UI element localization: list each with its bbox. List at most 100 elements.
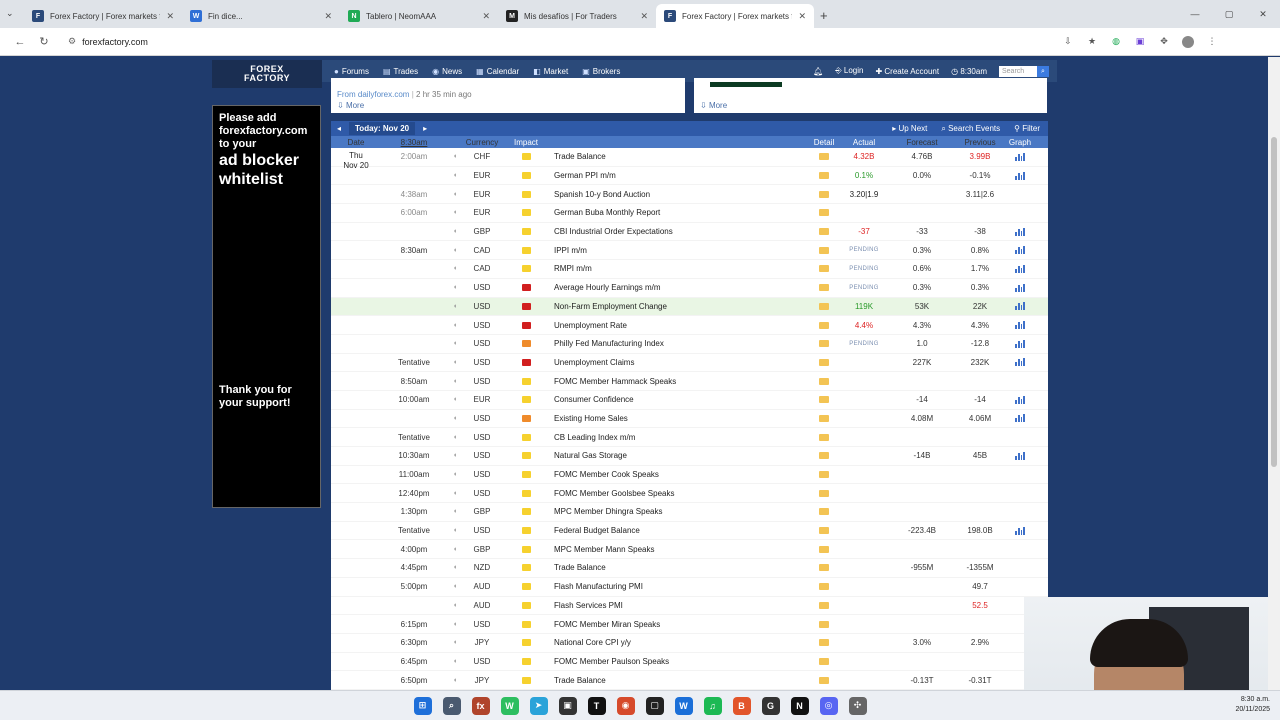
alarm-icon[interactable]: ◖: [452, 676, 458, 684]
event-title[interactable]: FOMC Member Miran Speaks: [554, 619, 661, 629]
detail-folder-icon[interactable]: [819, 209, 829, 217]
calendar-event-row[interactable]: 4:38am ◖ EUR Spanish 10-y Bond Auction 3.20|…: [331, 185, 1048, 205]
maximize-icon[interactable]: ▢: [1224, 8, 1234, 19]
event-title[interactable]: Unemployment Rate: [554, 320, 627, 330]
filter-link[interactable]: ⚲ Filter: [1014, 123, 1040, 133]
alarm-icon[interactable]: ◖: [452, 527, 458, 535]
system-clock[interactable]: 8:30 a.m. 20/11/2025: [1235, 696, 1270, 713]
nav-forums[interactable]: ● Forums: [334, 66, 369, 76]
calendar-event-row[interactable]: Tentative ◖ USD Unemployment Claims 227K 232K: [331, 354, 1048, 373]
bar-graph-icon[interactable]: [1015, 171, 1025, 180]
event-title[interactable]: Flash Services PMI: [554, 600, 623, 610]
alarm-icon[interactable]: ◖: [452, 228, 458, 236]
calendar-event-row[interactable]: ◖ USD Non-Farm Employment Change 119K 53K 22K: [331, 297, 1048, 317]
alarm-icon[interactable]: ◖: [452, 284, 458, 292]
col-time[interactable]: 8:30am: [400, 137, 428, 147]
url-field[interactable]: ⚙ forexfactory.com: [62, 32, 1052, 52]
calendar-event-row[interactable]: 6:30pm ◖ JPY National Core CPI y/y 3.0% 2.9%: [331, 634, 1048, 653]
calendar-event-row[interactable]: 6:50pm ◖ JPY Trade Balance -0.13T -0.31T: [331, 671, 1048, 690]
bar-graph-icon[interactable]: [1015, 395, 1025, 404]
alarm-icon[interactable]: ◖: [452, 358, 458, 366]
event-title[interactable]: Trade Balance: [554, 675, 606, 685]
nav-news[interactable]: ◉ News: [432, 66, 463, 76]
alarm-icon[interactable]: ◖: [452, 433, 458, 441]
detail-folder-icon[interactable]: [819, 396, 829, 404]
detail-folder-icon[interactable]: [819, 583, 829, 591]
detail-folder-icon[interactable]: [819, 676, 829, 684]
event-title[interactable]: IPPI m/m: [554, 245, 587, 255]
calendar-event-row[interactable]: Tentative ◖ USD CB Leading Index m/m: [331, 428, 1048, 447]
calendar-event-row[interactable]: 2:00am ◖ CHF Trade Balance 4.32B 4.76B 3.99B: [331, 148, 1048, 167]
brave-icon[interactable]: B: [732, 696, 751, 715]
bar-graph-icon[interactable]: [1015, 526, 1025, 535]
alarm-icon[interactable]: ◖: [452, 153, 458, 161]
back-icon[interactable]: ←: [14, 35, 26, 48]
detail-folder-icon[interactable]: [819, 564, 829, 572]
alarm-icon[interactable]: ◖: [452, 583, 458, 591]
bar-graph-icon[interactable]: [1015, 152, 1025, 161]
alarm-icon[interactable]: ◖: [452, 601, 458, 609]
calendar-event-row[interactable]: ◖ USD Philly Fed Manufacturing Index PENDIN…: [331, 335, 1048, 354]
event-title[interactable]: RMPI m/m: [554, 264, 592, 274]
calendar-event-row[interactable]: 6:45pm ◖ USD FOMC Member Paulson Speaks: [331, 653, 1048, 672]
alarm-icon[interactable]: ◖: [452, 508, 458, 516]
nav-market[interactable]: ◧ Market: [533, 66, 569, 76]
bar-graph-icon[interactable]: [1015, 358, 1025, 367]
bar-graph-icon[interactable]: [1015, 246, 1025, 255]
browser-tab[interactable]: F Forex Factory | Forex markets fo ✕: [24, 4, 182, 28]
event-title[interactable]: Trade Balance: [554, 563, 606, 573]
new-tab-button[interactable]: +: [820, 8, 828, 23]
detail-folder-icon[interactable]: [819, 545, 829, 553]
event-title[interactable]: Flash Manufacturing PMI: [554, 582, 643, 592]
alarm-icon[interactable]: ◖: [452, 471, 458, 479]
event-title[interactable]: CB Leading Index m/m: [554, 432, 636, 442]
event-title[interactable]: National Core CPI y/y: [554, 638, 631, 648]
calendar-event-row[interactable]: ◖ EUR German PPI m/m 0.1% 0.0% -0.1%: [331, 167, 1048, 186]
calendar-event-row[interactable]: Tentative ◖ USD Federal Budget Balance -223.…: [331, 522, 1048, 541]
detail-folder-icon[interactable]: [819, 414, 829, 422]
extension-icon[interactable]: ▣: [1135, 36, 1145, 46]
detail-folder-icon[interactable]: [819, 302, 829, 310]
chrome-icon[interactable]: ◉: [616, 696, 635, 715]
event-title[interactable]: FOMC Member Hammack Speaks: [554, 376, 677, 386]
alarm-icon[interactable]: ◖: [452, 265, 458, 273]
detail-folder-icon[interactable]: [819, 358, 829, 366]
login-link[interactable]: ⎆ Login: [835, 66, 864, 75]
calendar-event-row[interactable]: 10:30am ◖ USD Natural Gas Storage -14B 45B: [331, 447, 1048, 466]
tradingview-icon[interactable]: T: [587, 696, 606, 715]
forexfactory-logo[interactable]: FOREX FACTORY: [212, 60, 322, 88]
bar-graph-icon[interactable]: [1015, 264, 1025, 273]
calendar-event-row[interactable]: ◖ USD Existing Home Sales 4.08M 4.06M: [331, 410, 1048, 429]
detail-folder-icon[interactable]: [819, 377, 829, 385]
menu-dots-icon[interactable]: ⋮: [1207, 36, 1217, 46]
event-title[interactable]: Average Hourly Earnings m/m: [554, 283, 661, 293]
profile-avatar[interactable]: [1182, 35, 1194, 48]
install-icon[interactable]: ⇩: [1064, 36, 1072, 46]
alarm-icon[interactable]: ◖: [452, 246, 458, 254]
event-title[interactable]: Non-Farm Employment Change: [554, 301, 667, 311]
alarm-icon[interactable]: ◖: [452, 564, 458, 572]
event-title[interactable]: Consumer Confidence: [554, 395, 634, 405]
calendar-event-row[interactable]: ◖ USD Unemployment Rate 4.4% 4.3% 4.3%: [331, 316, 1048, 335]
alarm-icon[interactable]: ◖: [452, 396, 458, 404]
event-title[interactable]: FOMC Member Goolsbee Speaks: [554, 488, 675, 498]
detail-folder-icon[interactable]: [819, 153, 829, 161]
search-events-link[interactable]: ⌕ Search Events: [941, 123, 1001, 133]
detail-folder-icon[interactable]: [819, 452, 829, 460]
tab-close-icon[interactable]: ✕: [798, 10, 806, 21]
bar-graph-icon[interactable]: [1015, 339, 1025, 348]
start-icon[interactable]: ⊞: [413, 696, 432, 715]
minimize-icon[interactable]: —: [1190, 9, 1200, 19]
detail-folder-icon[interactable]: [819, 284, 829, 292]
nav-calendar[interactable]: ▦ Calendar: [476, 66, 520, 76]
calendar-event-row[interactable]: 6:00am ◖ EUR German Buba Monthly Report: [331, 204, 1048, 223]
close-window-icon[interactable]: ✕: [1259, 8, 1267, 19]
notifications-bell-icon[interactable]: 🔔︎: [813, 66, 824, 76]
site-search-input[interactable]: Search: [999, 65, 1037, 77]
browser-tab[interactable]: W Fin dice... ✕: [182, 4, 340, 28]
tab-close-icon[interactable]: ✕: [482, 10, 490, 21]
nav-trades[interactable]: ▤ Trades: [382, 66, 419, 76]
terminal-icon[interactable]: ▢: [645, 696, 664, 715]
event-title[interactable]: German Buba Monthly Report: [554, 208, 661, 218]
alarm-icon[interactable]: ◖: [452, 190, 458, 198]
